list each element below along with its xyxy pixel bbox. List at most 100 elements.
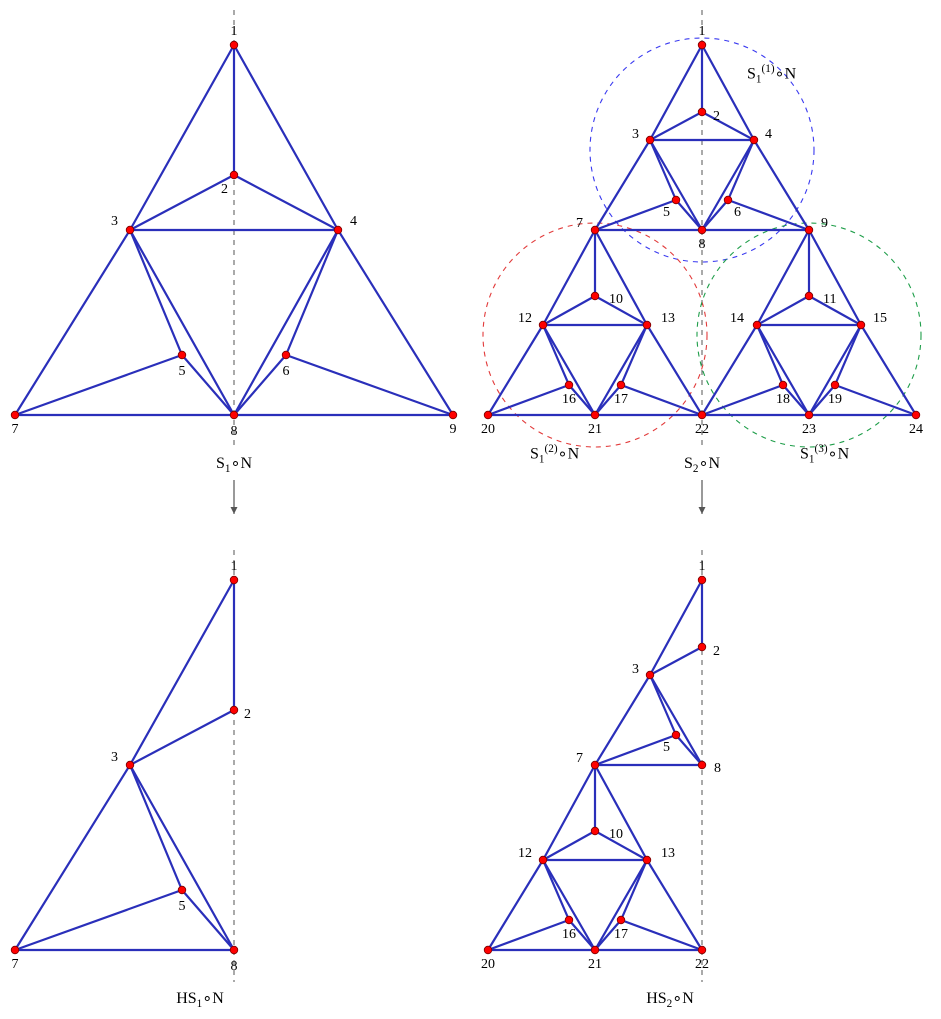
node-1: [230, 41, 238, 49]
node-5: [178, 351, 186, 359]
panel-caption: HS1∘N: [145, 988, 255, 1014]
node-label: 1: [699, 559, 706, 574]
node-4: [334, 226, 342, 234]
node-label: 2: [713, 644, 720, 659]
node-label: 16: [562, 392, 576, 407]
node-label: 1: [231, 24, 238, 39]
node-label: 13: [661, 311, 675, 326]
node-label: 9: [821, 216, 828, 231]
node-label: 8: [231, 424, 238, 439]
node-21: [591, 946, 599, 954]
node-12: [539, 321, 547, 329]
node-14: [753, 321, 761, 329]
node-23: [805, 411, 813, 419]
node-11: [805, 292, 813, 300]
node-5: [672, 731, 680, 739]
node-24: [912, 411, 920, 419]
node-19: [831, 381, 839, 389]
node-12: [539, 856, 547, 864]
region-label-3: S1(3)∘N: [800, 443, 920, 467]
node-8: [698, 761, 706, 769]
node-label: 21: [588, 957, 602, 972]
node-label: 1: [231, 559, 238, 574]
node-4: [750, 136, 758, 144]
node-5: [672, 196, 680, 204]
node-18: [779, 381, 787, 389]
node-label: 10: [609, 292, 623, 307]
node-16: [565, 381, 573, 389]
panel-caption: S1∘N: [179, 453, 289, 479]
node-2: [230, 171, 238, 179]
node-label: 3: [111, 214, 118, 229]
node-label: 18: [776, 392, 790, 407]
node-label: 22: [695, 957, 709, 972]
node-13: [643, 321, 651, 329]
node-8: [230, 411, 238, 419]
node-label: 5: [663, 740, 670, 755]
node-13: [643, 856, 651, 864]
node-label: 24: [909, 422, 923, 437]
node-2: [698, 108, 706, 116]
node-label: 7: [576, 751, 583, 766]
panel-caption: S2∘N: [647, 453, 757, 479]
node-17: [617, 381, 625, 389]
node-label: 7: [12, 957, 19, 972]
node-6: [282, 351, 290, 359]
node-21: [591, 411, 599, 419]
node-label: 2: [713, 109, 720, 124]
node-label: 22: [695, 422, 709, 437]
node-17: [617, 916, 625, 924]
node-2: [230, 706, 238, 714]
node-3: [646, 671, 654, 679]
node-label: 3: [632, 127, 639, 142]
figure-root: 123456789S1∘N123456789101112131415161718…: [0, 0, 941, 1019]
node-label: 3: [111, 750, 118, 765]
node-label: 7: [12, 422, 19, 437]
node-label: 7: [576, 216, 583, 231]
node-label: 1: [699, 24, 706, 39]
node-label: 20: [481, 957, 495, 972]
node-3: [646, 136, 654, 144]
region-label-2: S1(2)∘N: [530, 443, 650, 467]
node-label: 5: [663, 205, 670, 220]
region-label-1: S1(1)∘N: [747, 63, 867, 87]
node-7: [591, 226, 599, 234]
node-9: [805, 226, 813, 234]
node-label: 9: [450, 422, 457, 437]
node-label: 8: [699, 237, 706, 252]
node-22: [698, 411, 706, 419]
node-16: [565, 916, 573, 924]
node-20: [484, 411, 492, 419]
node-1: [230, 576, 238, 584]
node-label: 6: [734, 205, 741, 220]
node-label: 14: [730, 311, 744, 326]
node-3: [126, 761, 134, 769]
node-label: 4: [765, 127, 772, 142]
node-label: 19: [828, 392, 842, 407]
node-5: [178, 886, 186, 894]
node-label: 4: [350, 214, 357, 229]
node-2: [698, 643, 706, 651]
node-label: 12: [518, 846, 532, 861]
node-label: 17: [614, 927, 628, 942]
node-8: [230, 946, 238, 954]
node-label: 16: [562, 927, 576, 942]
node-10: [591, 292, 599, 300]
node-9: [449, 411, 457, 419]
node-1: [698, 576, 706, 584]
node-10: [591, 827, 599, 835]
node-label: 21: [588, 422, 602, 437]
panel-caption: HS2∘N: [615, 988, 725, 1014]
node-label: 3: [632, 662, 639, 677]
node-label: 15: [873, 311, 887, 326]
node-1: [698, 41, 706, 49]
node-7: [11, 411, 19, 419]
node-8: [698, 226, 706, 234]
node-label: 20: [481, 422, 495, 437]
node-20: [484, 946, 492, 954]
node-7: [591, 761, 599, 769]
node-label: 6: [283, 364, 290, 379]
node-label: 13: [661, 846, 675, 861]
node-7: [11, 946, 19, 954]
node-label: 12: [518, 311, 532, 326]
